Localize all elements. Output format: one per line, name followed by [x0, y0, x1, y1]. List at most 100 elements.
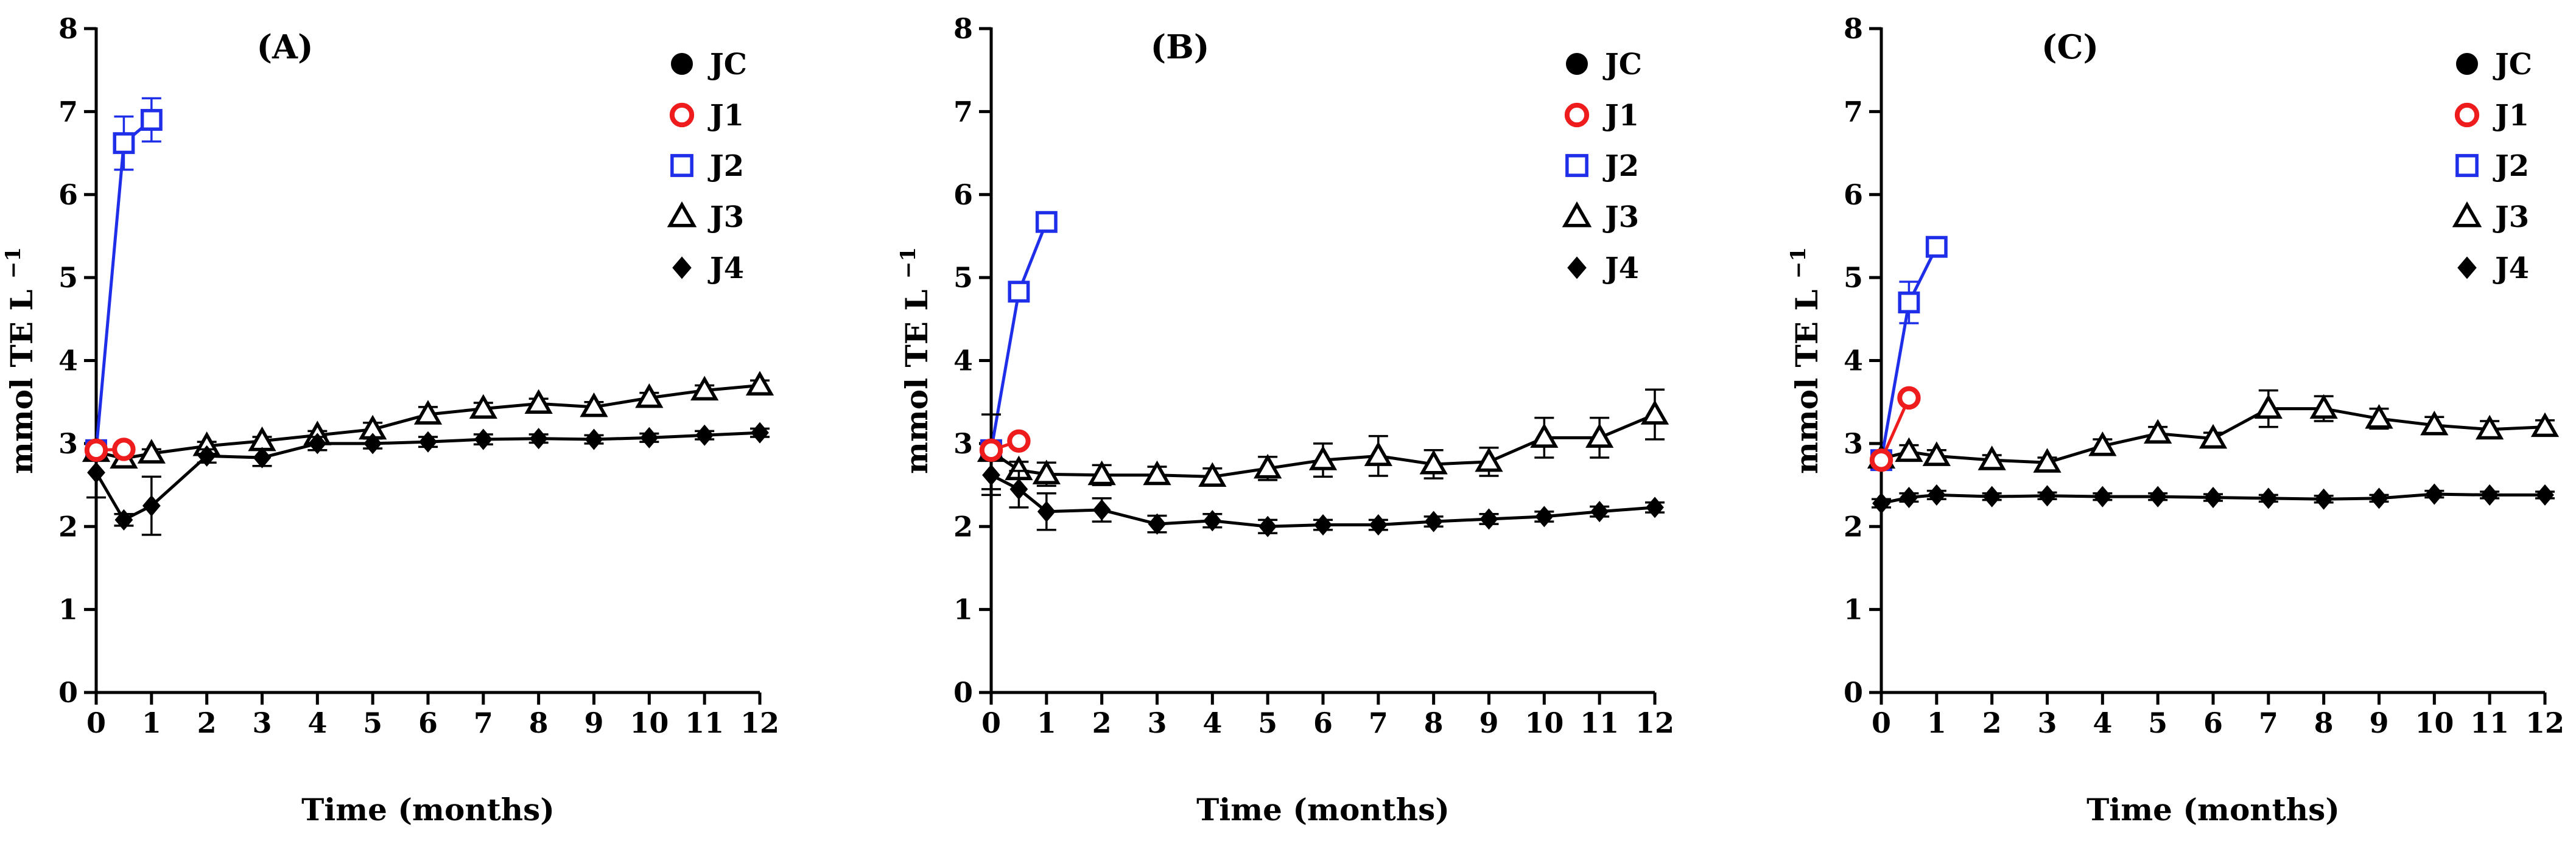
y-tick-label: 7 — [953, 95, 973, 128]
legend-label-JC: JC — [707, 47, 747, 82]
y-tick-label: 5 — [58, 261, 78, 294]
data-point — [1897, 386, 1921, 410]
panel-title: (B) — [1151, 27, 1210, 66]
y-axis-label: mmol TE L −1 — [1786, 247, 1825, 474]
x-tick-label: 1 — [1927, 706, 1946, 739]
data-point — [524, 389, 553, 414]
data-point — [635, 383, 664, 408]
x-tick-label: 0 — [981, 706, 1001, 739]
y-axis-label: mmol TE L −1 — [1, 247, 40, 474]
legend-marker-J3 — [1562, 201, 1592, 228]
y-tick-label: 2 — [953, 510, 973, 543]
data-point — [2149, 486, 2167, 507]
data-point — [1640, 400, 1669, 425]
x-tick-label: 6 — [418, 706, 438, 739]
y-tick-label: 6 — [58, 178, 78, 211]
x-tick-label: 11 — [685, 706, 724, 739]
x-axis-label: Time (months) — [301, 792, 555, 828]
legend: JC J1 J2 J3 J4 — [1562, 47, 1642, 285]
data-point — [1008, 281, 1030, 303]
x-axis-label: Time (months) — [1196, 792, 1450, 828]
data-point — [2038, 485, 2057, 507]
data-point — [113, 132, 135, 155]
legend-marker-J1 — [669, 102, 695, 128]
x-tick-label: 3 — [1147, 706, 1167, 739]
legend-label-J2: J2 — [707, 149, 744, 183]
legend-label-J1: J1 — [1602, 99, 1639, 133]
y-tick-label: 0 — [58, 676, 78, 709]
x-tick-label: 10 — [1525, 706, 1563, 739]
data-point — [2476, 414, 2504, 440]
legend-label-JC: JC — [1602, 47, 1642, 82]
x-tick-label: 9 — [2369, 706, 2388, 739]
legend-marker-J4 — [1567, 256, 1587, 279]
series-line — [1881, 492, 2545, 505]
legend-label-J2: J2 — [2493, 149, 2529, 183]
y-tick-label: 4 — [58, 344, 78, 377]
legend-marker-JC — [671, 53, 693, 75]
series-J4 — [1872, 483, 2555, 514]
data-point — [2259, 487, 2278, 509]
series-J1 — [84, 438, 136, 462]
series-J3 — [82, 371, 774, 469]
data-point — [2088, 431, 2117, 456]
y-tick-label: 8 — [953, 12, 973, 45]
series-line — [94, 431, 760, 522]
data-point — [474, 428, 493, 450]
x-tick-label: 4 — [307, 706, 327, 739]
x-tick-label: 9 — [1479, 706, 1498, 739]
data-point — [1009, 478, 1028, 500]
y-axis-label: mmol TE L −1 — [896, 247, 935, 474]
data-point — [529, 428, 548, 450]
series-line — [96, 383, 760, 460]
x-tick-label: 12 — [1635, 706, 1674, 739]
data-point — [1087, 460, 1116, 486]
y-tick-label: 7 — [1844, 95, 1863, 128]
series-J3 — [977, 388, 1669, 490]
legend-marker-J3 — [2452, 201, 2482, 228]
data-point — [1314, 514, 1332, 536]
data-point — [2425, 483, 2444, 505]
y-tick-label: 0 — [953, 676, 973, 709]
data-point — [982, 464, 1000, 486]
series-J1 — [979, 429, 1031, 462]
legend-marker-J2 — [670, 154, 693, 177]
y-tick-label: 7 — [58, 95, 78, 128]
data-point — [419, 431, 437, 453]
x-tick-label: 5 — [2148, 706, 2167, 739]
data-point — [142, 495, 161, 517]
data-point — [1900, 486, 1918, 509]
y-tick-label: 3 — [58, 427, 78, 460]
x-tick-label: 5 — [363, 706, 382, 739]
y-tick-label: 6 — [1844, 178, 1863, 211]
legend-label-J4: J4 — [2493, 251, 2529, 285]
y-tick-label: 4 — [1844, 344, 1863, 377]
data-point — [308, 433, 327, 455]
data-point — [2365, 404, 2393, 429]
series-line — [990, 473, 1655, 528]
y-tick-label: 3 — [1844, 427, 1863, 460]
y-tick-label: 1 — [58, 593, 78, 626]
data-point — [1364, 441, 1392, 466]
y-tick-label: 2 — [58, 510, 78, 543]
data-point — [1143, 460, 1171, 486]
legend-marker-JC — [1566, 53, 1588, 75]
y-tick-label: 8 — [1844, 12, 1863, 45]
legend-label-J3: J3 — [1602, 200, 1639, 234]
legend-label-J2: J2 — [1602, 149, 1639, 183]
legend-marker-J1 — [1564, 102, 1590, 128]
data-point — [1037, 501, 1056, 523]
data-point — [2420, 410, 2449, 436]
data-point — [584, 428, 603, 450]
data-point — [2093, 486, 2112, 507]
x-tick-label: 5 — [1258, 706, 1277, 739]
legend-label-J3: J3 — [707, 200, 744, 234]
data-point — [2204, 486, 2222, 509]
data-point — [1035, 211, 1058, 233]
data-point — [1092, 499, 1111, 521]
x-tick-label: 0 — [86, 706, 106, 739]
data-point — [114, 509, 133, 531]
data-point — [2530, 412, 2560, 438]
data-point — [979, 438, 1003, 462]
